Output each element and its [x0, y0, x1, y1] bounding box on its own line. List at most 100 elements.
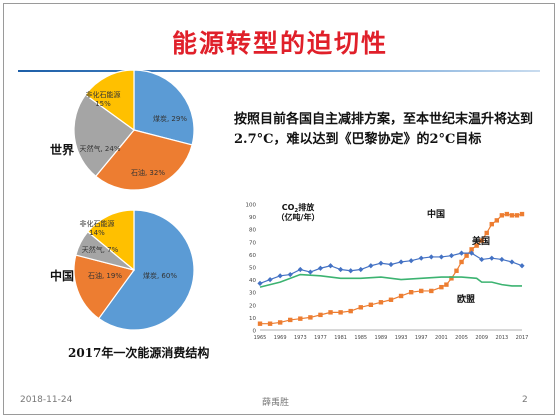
pie1-label-1: 石油, 19% [88, 271, 122, 280]
series-1-point-11 [368, 263, 374, 269]
series-1-point-25 [509, 259, 515, 265]
series-0-point-10 [358, 305, 363, 310]
series-1-point-13 [388, 261, 394, 268]
series-0-point-20 [449, 276, 454, 281]
series-1-point-10 [358, 266, 364, 273]
series-1-point-7 [327, 263, 334, 269]
series-0-point-9 [348, 308, 353, 314]
y-tick-1: 10 [249, 316, 256, 322]
series-line-2 [259, 273, 522, 288]
series-0-point-34 [519, 211, 525, 217]
series-0-point-14 [398, 293, 404, 299]
x-tick-4: 1981 [334, 335, 347, 341]
series-0-point-8 [338, 310, 343, 315]
series-0-point-25 [474, 243, 479, 248]
co2-line-chart: 0 10 20 30 40 50 60 70 80 90 100 1965 1969 1973 1977 19… [246, 202, 529, 341]
series-1-point-23 [489, 255, 495, 261]
series-0-point-26 [479, 238, 484, 243]
series-1-point-14 [398, 259, 404, 265]
y-tick-4: 40 [249, 278, 256, 284]
y-tick-8: 80 [249, 228, 256, 234]
pie1-label-2: 天然气, 7% [82, 245, 119, 254]
y-tick-2: 20 [249, 303, 256, 309]
slide-title: 能源转型的迫切性 [171, 29, 388, 58]
pie-caption: 2017年一次能源消费结构 [68, 346, 210, 360]
x-tick-3: 1977 [314, 335, 327, 341]
pie-charts: 煤炭, 29% 石油, 32% 天然气, 24% 非化石能源 15% 煤炭, 60% 石油,… [73, 69, 195, 331]
series-1-point-2 [277, 273, 283, 279]
series-0-point-17 [429, 288, 434, 294]
series-1-point-4 [297, 266, 303, 273]
series-0-point-31 [504, 211, 510, 217]
y-tick-9: 90 [249, 215, 256, 221]
series-label-1: 美国 [472, 235, 490, 247]
series-0-point-27 [484, 230, 489, 236]
series-0-point-11 [368, 302, 374, 307]
series-0-point-33 [514, 213, 520, 218]
series-1-point-15 [408, 258, 414, 264]
series-1-point-8 [338, 266, 344, 273]
x-tick-1: 1969 [274, 335, 287, 341]
footer-date: 2018-11-24 [20, 395, 73, 405]
series-0-point-22 [459, 259, 464, 265]
series-0-point-13 [388, 297, 394, 302]
footer-page: 2 [522, 395, 528, 405]
series-0-point-0 [257, 321, 263, 326]
series-0-point-6 [318, 312, 323, 318]
x-tick-10: 2005 [455, 335, 468, 341]
title-divider [18, 70, 540, 72]
x-tick-8: 1997 [415, 335, 428, 341]
series-0-point-30 [499, 213, 505, 218]
pie0-slice-3 [84, 69, 135, 132]
pie0-label-3: 非化石能源 15% [86, 90, 121, 108]
series-1-point-22 [479, 256, 485, 263]
series-label-0: 中国 [427, 208, 445, 220]
x-tick-7: 1993 [395, 335, 408, 341]
series-0-point-1 [267, 321, 273, 326]
footer-author: 薛禹胜 [262, 398, 290, 408]
pie0-slice-2 [73, 93, 135, 178]
series-0-point-4 [298, 316, 303, 321]
series-1-point-6 [317, 265, 324, 271]
series-1-point-24 [499, 256, 505, 263]
series-label-2: 欧盟 [457, 293, 475, 305]
y-tick-6: 60 [249, 253, 256, 259]
x-tick-9: 2001 [435, 335, 448, 341]
pie1-label-3: 非化石能源 14% [80, 219, 115, 237]
pie0-slice-0 [133, 69, 195, 146]
x-tick-2: 1973 [294, 335, 307, 341]
y-tick-0: 0 [253, 329, 257, 335]
series-0-point-5 [308, 315, 313, 320]
series-1-point-12 [378, 260, 384, 266]
series-0-point-19 [444, 282, 449, 287]
y-tick-7: 70 [249, 240, 256, 246]
pie1-slice-1 [73, 254, 136, 320]
x-tick-6: 1989 [375, 335, 388, 341]
y-tick-3: 30 [249, 291, 256, 297]
series-0-point-15 [408, 290, 414, 295]
china-label: 中国 [50, 269, 75, 283]
series-1-point-5 [307, 269, 313, 275]
y-axis-label: CO2排放（亿吨/年） [277, 202, 320, 222]
series-1-point-9 [348, 268, 354, 274]
series-1-point-0 [257, 280, 263, 286]
pie0-label-2: 天然气, 24% [79, 144, 120, 153]
series-1-point-18 [438, 254, 444, 260]
series-0-point-12 [378, 300, 384, 305]
series-1-point-1 [267, 277, 273, 283]
series-0-point-24 [469, 247, 474, 252]
pie1-slice-0 [97, 209, 195, 331]
pie0-label-1: 石油, 32% [131, 168, 165, 177]
series-0-point-28 [489, 221, 494, 227]
series-0-point-18 [439, 284, 444, 290]
warming-note: 按照目前各国自主减排方案，至本世纪末温升将达到2.7°C，难以达到《巴黎协定》的… [234, 112, 534, 147]
world-label: 世界 [50, 143, 75, 157]
pie0-slice-1 [94, 129, 193, 191]
series-1-point-16 [418, 255, 424, 261]
series-0-point-16 [419, 288, 424, 294]
x-tick-0: 1965 [254, 335, 267, 341]
series-1-point-19 [448, 253, 455, 259]
series-0-point-21 [454, 268, 459, 273]
x-tick-13: 2017 [516, 335, 529, 341]
x-tick-12: 2013 [495, 335, 508, 341]
